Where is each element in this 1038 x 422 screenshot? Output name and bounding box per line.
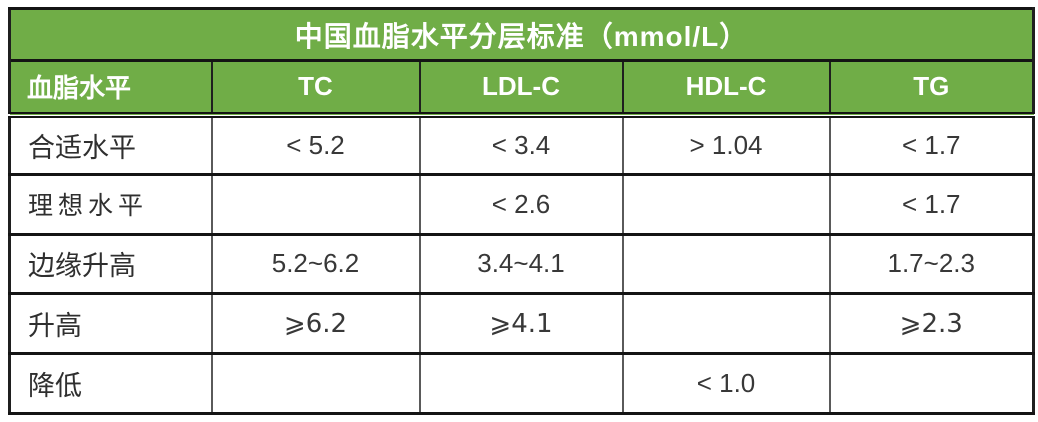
cell-tc bbox=[210, 172, 421, 236]
table-row-reduced: 降低 < 1.0 bbox=[8, 352, 1035, 415]
cell-ldl-c: < 2.6 bbox=[418, 172, 624, 236]
lipid-levels-table: 中国血脂水平分层标准（mmol/L） 血脂水平 TC LDL-C HDL-C T… bbox=[8, 7, 1035, 415]
table-row-ideal-level: 理想水平 < 2.6 < 1.7 bbox=[8, 172, 1035, 236]
cell-tg: ⩾2.3 bbox=[828, 292, 1035, 356]
table-title: 中国血脂水平分层标准（mmol/L） bbox=[8, 7, 1035, 62]
cell-ldl-c bbox=[418, 352, 624, 415]
column-header-tg: TG bbox=[828, 59, 1035, 118]
row-label: 理想水平 bbox=[8, 172, 213, 236]
row-label: 合适水平 bbox=[8, 113, 213, 176]
column-header-tc: TC bbox=[210, 59, 421, 118]
row-label: 边缘升高 bbox=[8, 232, 213, 296]
column-header-ldl-c: LDL-C bbox=[418, 59, 624, 118]
column-header-row: 血脂水平 TC LDL-C HDL-C TG bbox=[8, 59, 1035, 118]
cell-ldl-c: 3.4~4.1 bbox=[418, 232, 624, 296]
table-row-appropriate-level: 合适水平 < 5.2 < 3.4 > 1.04 < 1.7 bbox=[8, 113, 1035, 176]
table-row-elevated: 升高 ⩾6.2 ⩾4.1 ⩾2.3 bbox=[8, 292, 1035, 356]
cell-tg: < 1.7 bbox=[828, 113, 1035, 176]
table-row-borderline-high: 边缘升高 5.2~6.2 3.4~4.1 1.7~2.3 bbox=[8, 232, 1035, 296]
cell-ldl-c: ⩾4.1 bbox=[418, 292, 624, 356]
cell-tc bbox=[210, 352, 421, 415]
table-title-row: 中国血脂水平分层标准（mmol/L） bbox=[8, 7, 1035, 62]
cell-tg: < 1.7 bbox=[828, 172, 1035, 236]
cell-tg bbox=[828, 352, 1035, 415]
cell-tc: < 5.2 bbox=[210, 113, 421, 176]
cell-hdl-c: < 1.0 bbox=[621, 352, 831, 415]
cell-hdl-c bbox=[621, 232, 831, 296]
cell-hdl-c bbox=[621, 292, 831, 356]
cell-tc: 5.2~6.2 bbox=[210, 232, 421, 296]
column-header-lipid-level: 血脂水平 bbox=[8, 59, 213, 118]
cell-tc: ⩾6.2 bbox=[210, 292, 421, 356]
row-label: 降低 bbox=[8, 352, 213, 415]
row-label: 升高 bbox=[8, 292, 213, 356]
column-header-hdl-c: HDL-C bbox=[621, 59, 831, 118]
cell-tg: 1.7~2.3 bbox=[828, 232, 1035, 296]
cell-hdl-c bbox=[621, 172, 831, 236]
cell-ldl-c: < 3.4 bbox=[418, 113, 624, 176]
cell-hdl-c: > 1.04 bbox=[621, 113, 831, 176]
